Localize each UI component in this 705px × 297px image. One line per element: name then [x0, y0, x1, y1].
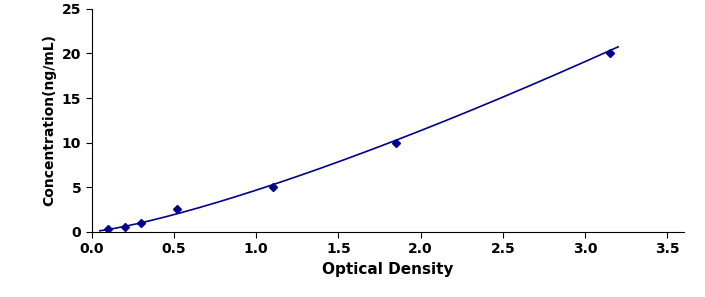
Y-axis label: Concentration(ng/mL): Concentration(ng/mL)	[42, 34, 56, 206]
X-axis label: Optical Density: Optical Density	[322, 262, 453, 277]
